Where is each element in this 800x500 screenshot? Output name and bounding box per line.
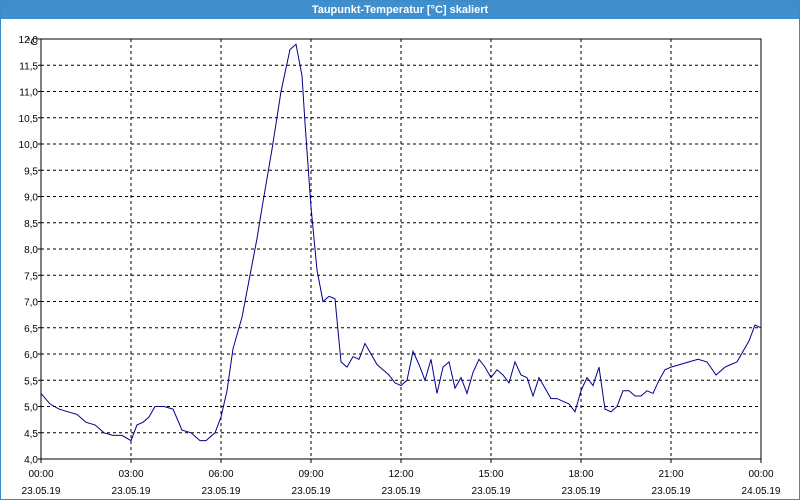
y-tick-label: 9,0 [24,193,38,204]
y-tick-label: 10,0 [19,140,39,151]
x-tick-time-label: 18:00 [568,469,593,480]
x-tick-date-label: 23.05.19 [652,486,691,497]
y-tick-label: 11,0 [19,88,38,99]
x-tick-time-label: 00:00 [748,469,773,480]
x-tick-date-label: 24.05.19 [742,486,781,497]
x-tick-time-label: 12:00 [388,469,413,480]
x-tick-date-label: 23.05.19 [22,486,61,497]
y-tick-label: 8,0 [24,245,38,256]
x-tick-date-label: 23.05.19 [292,486,331,497]
x-tick-time-label: 03:00 [118,469,143,480]
x-tick-time-label: 00:00 [28,469,53,480]
x-tick-date-label: 23.05.19 [382,486,421,497]
y-tick-label: 10,5 [19,114,39,125]
x-tick-date-label: 23.05.19 [562,486,601,497]
y-tick-label: 8,5 [24,219,38,230]
x-tick-time-label: 15:00 [478,469,503,480]
y-tick-label: 7,5 [24,271,38,282]
x-tick-time-label: 09:00 [298,469,323,480]
y-tick-label: 4,5 [24,429,38,440]
x-tick-time-label: 21:00 [658,469,683,480]
y-tick-label: 5,5 [24,376,38,387]
y-tick-label: 6,0 [24,350,38,361]
dew-point-chart: 4,0 4,5 5,0 5,5 6,0 6,5 7,0 7,5 8,0 8,5 9,0 9,5 10,0… [19,35,781,497]
y-tick-label: 7,0 [24,298,38,309]
x-tick-date-label: 23.05.19 [112,486,151,497]
y-axis-label: °C [27,37,38,48]
y-tick-label: 12,0 [19,35,39,46]
y-tick-label: 4,0 [24,455,38,466]
x-tick-date-label: 23.05.19 [472,486,511,497]
x-tick-date-label: 23.05.19 [202,486,241,497]
y-tick-label: 6,5 [24,324,38,335]
y-tick-label: 11,5 [19,61,38,72]
window-title: Taupunkt-Temperatur [°C] skaliert [1,1,799,19]
y-tick-label: 9,5 [24,166,38,177]
series-line [40,43,762,442]
x-tick-time-label: 06:00 [208,469,233,480]
y-tick-label: 5,0 [24,403,38,414]
